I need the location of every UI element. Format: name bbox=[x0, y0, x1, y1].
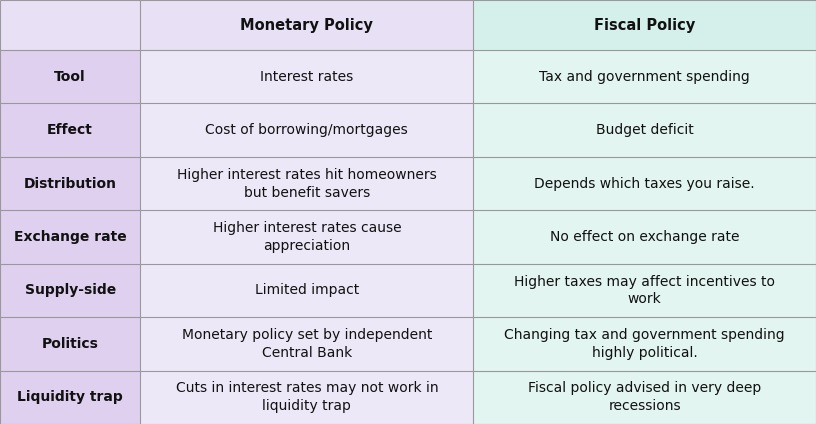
Text: Changing tax and government spending
highly political.: Changing tax and government spending hig… bbox=[504, 328, 785, 360]
Bar bbox=[140, 210, 473, 264]
Text: Liquidity trap: Liquidity trap bbox=[17, 390, 123, 404]
Bar bbox=[140, 50, 473, 103]
Text: Interest rates: Interest rates bbox=[260, 70, 353, 84]
Bar bbox=[0, 264, 140, 317]
Text: Higher taxes may affect incentives to
work: Higher taxes may affect incentives to wo… bbox=[514, 274, 775, 307]
Text: Higher interest rates cause
appreciation: Higher interest rates cause appreciation bbox=[212, 221, 401, 253]
Text: Effect: Effect bbox=[47, 123, 93, 137]
Bar bbox=[0, 103, 140, 157]
Bar bbox=[140, 317, 473, 371]
Bar bbox=[140, 264, 473, 317]
Bar bbox=[140, 157, 473, 210]
Text: Distribution: Distribution bbox=[24, 176, 117, 191]
Bar bbox=[473, 317, 816, 371]
Bar bbox=[0, 210, 140, 264]
Bar bbox=[473, 210, 816, 264]
Bar bbox=[473, 264, 816, 317]
Text: Budget deficit: Budget deficit bbox=[596, 123, 694, 137]
Text: No effect on exchange rate: No effect on exchange rate bbox=[550, 230, 739, 244]
Bar bbox=[473, 157, 816, 210]
Bar bbox=[0, 157, 140, 210]
Text: Tax and government spending: Tax and government spending bbox=[539, 70, 750, 84]
Bar bbox=[473, 50, 816, 103]
Bar bbox=[473, 371, 816, 424]
Bar bbox=[473, 103, 816, 157]
Text: Monetary policy set by independent
Central Bank: Monetary policy set by independent Centr… bbox=[182, 328, 432, 360]
Bar bbox=[473, 0, 816, 50]
Text: Cuts in interest rates may not work in
liquidity trap: Cuts in interest rates may not work in l… bbox=[175, 381, 438, 413]
Bar bbox=[0, 50, 140, 103]
Text: Higher interest rates hit homeowners
but benefit savers: Higher interest rates hit homeowners but… bbox=[177, 167, 437, 200]
Bar bbox=[140, 103, 473, 157]
Text: Cost of borrowing/mortgages: Cost of borrowing/mortgages bbox=[206, 123, 408, 137]
Text: Supply-side: Supply-side bbox=[24, 283, 116, 298]
Bar bbox=[0, 0, 140, 50]
Text: Politics: Politics bbox=[42, 337, 99, 351]
Bar bbox=[140, 371, 473, 424]
Text: Fiscal policy advised in very deep
recessions: Fiscal policy advised in very deep reces… bbox=[528, 381, 761, 413]
Bar bbox=[140, 0, 473, 50]
Text: Tool: Tool bbox=[55, 70, 86, 84]
Text: Exchange rate: Exchange rate bbox=[14, 230, 126, 244]
Bar bbox=[0, 317, 140, 371]
Text: Fiscal Policy: Fiscal Policy bbox=[594, 17, 695, 33]
Text: Monetary Policy: Monetary Policy bbox=[241, 17, 373, 33]
Bar bbox=[0, 371, 140, 424]
Text: Depends which taxes you raise.: Depends which taxes you raise. bbox=[534, 176, 755, 191]
Text: Limited impact: Limited impact bbox=[255, 283, 359, 298]
